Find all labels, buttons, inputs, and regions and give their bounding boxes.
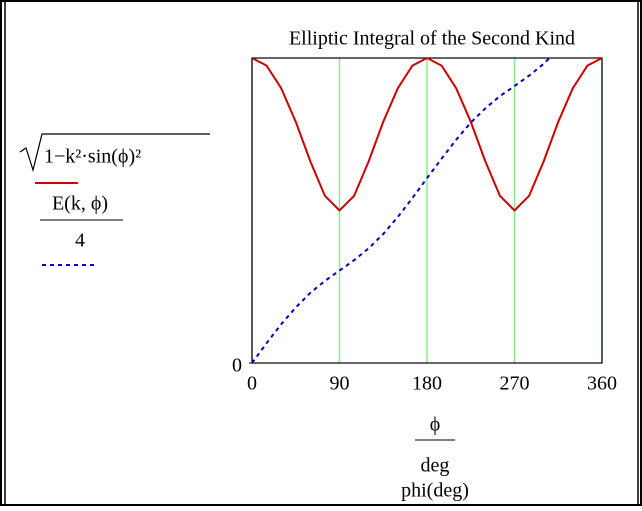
x-tick-label: 0 [247,373,257,395]
series-line [252,58,551,363]
radical-sign [19,133,210,173]
legend-label: E(k, ϕ) [52,193,108,215]
chart-title: Elliptic Integral of the Second Kind [289,28,575,50]
x-tick-label: 180 [412,373,442,395]
plot-area [252,58,602,363]
series-line [252,58,602,212]
legend-label: 1−k²·sin(ϕ)² [44,146,141,168]
y-tick-label: 0 [232,355,242,377]
x-tick-label: 90 [330,373,350,395]
x-tick-label: 360 [587,373,617,395]
x-axis-label: deg [421,455,450,477]
x-axis-note: phi(deg) [401,480,469,502]
x-axis-label: ϕ [430,414,441,436]
x-tick-label: 270 [500,373,530,395]
legend-label: 4 [75,230,85,252]
